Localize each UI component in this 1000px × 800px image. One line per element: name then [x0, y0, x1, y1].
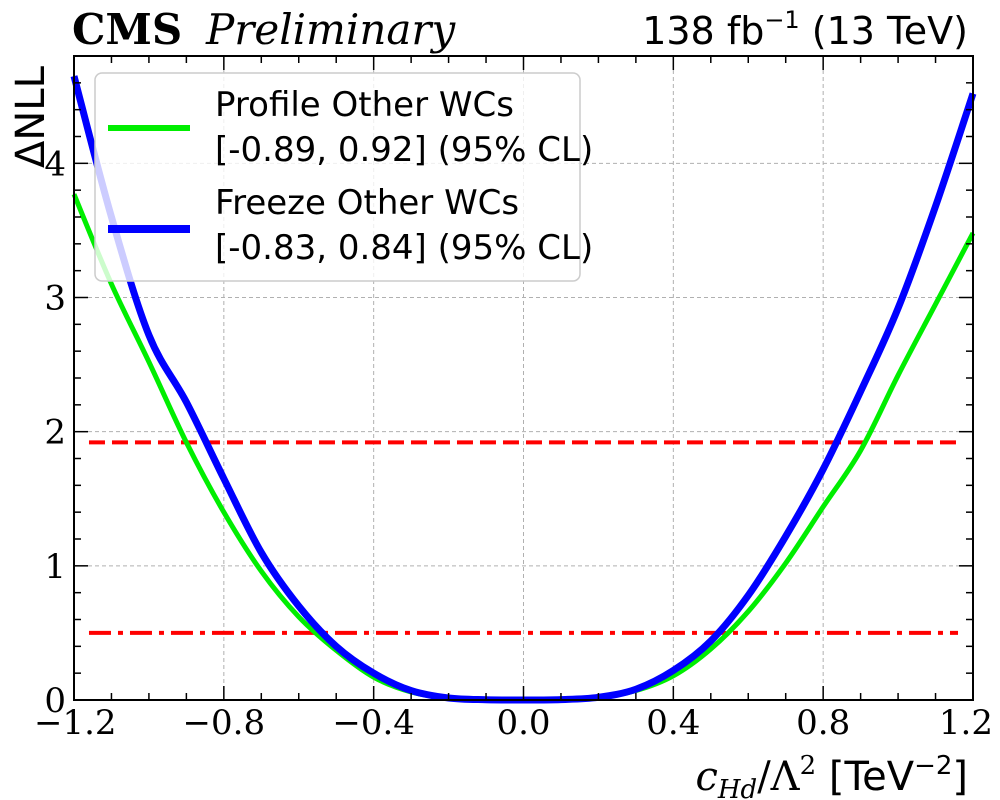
x-tick-label: 0.0 — [496, 703, 550, 743]
legend-box — [94, 72, 581, 282]
experiment-label: CMS — [72, 5, 182, 54]
lumi-prefix: 138 fb — [642, 9, 764, 53]
lumi-label: 138 fb−1 (13 TeV) — [642, 6, 968, 53]
x-tick-label: −0.8 — [183, 703, 266, 743]
legend-freeze-line1: Freeze Other WCs — [215, 183, 519, 223]
y-tick-label: 1 — [44, 547, 66, 587]
y-tick-label: 0 — [44, 681, 66, 721]
legend: Profile Other WCs [-0.89, 0.92] (95% CL)… — [94, 72, 593, 282]
lumi-suffix: (13 TeV) — [800, 9, 968, 53]
status-label: Preliminary — [205, 5, 456, 54]
plot-frame — [73, 55, 974, 701]
legend-freeze-line2: [-0.83, 0.84] (95% CL) — [215, 228, 593, 268]
x-axis-label: cHd/Λ2 [TeV−2] — [695, 751, 968, 800]
y-tick-label: 4 — [44, 144, 66, 184]
legend-profile-line2: [-0.89, 0.92] (95% CL) — [215, 130, 593, 170]
x-tick-label: −0.4 — [332, 703, 415, 743]
legend-profile-line1: Profile Other WCs — [215, 85, 514, 125]
reference-lines — [88, 440, 959, 635]
x-tick-label: 0.4 — [646, 703, 700, 743]
y-axis-label: ΔNLL — [8, 65, 54, 168]
y-tick-label: 2 — [44, 413, 66, 453]
x-tick-label: 0.8 — [796, 703, 850, 743]
y-tick-label: 3 — [44, 279, 66, 319]
tick-labels: −1.2 −0.8 −0.4 0.0 0.4 0.8 1.2 0 1 2 3 4 — [34, 144, 993, 743]
lumi-exponent: −1 — [764, 6, 799, 34]
x-tick-label: 1.2 — [939, 703, 993, 743]
x-tick-label: −1.2 — [34, 703, 117, 743]
